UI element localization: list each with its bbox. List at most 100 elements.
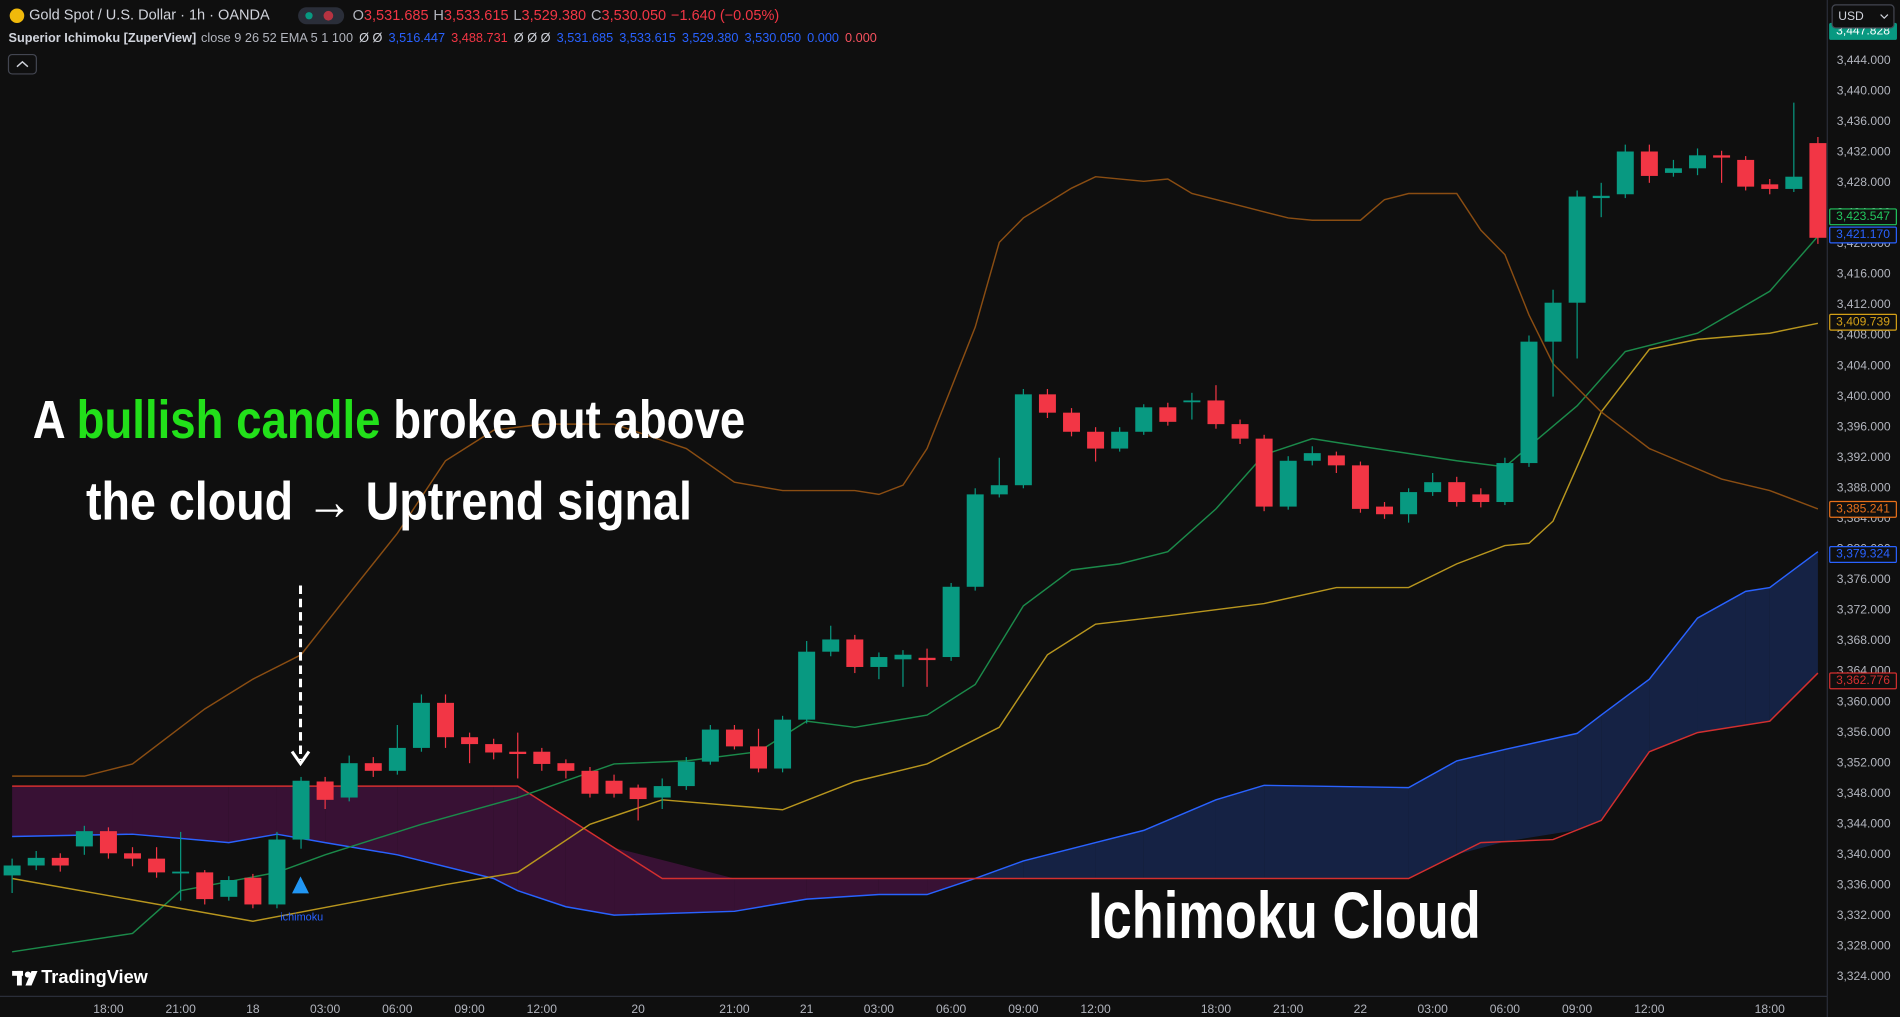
y-tick-label: 3,348.000 <box>1837 786 1891 800</box>
cloud-fill <box>1215 785 1265 879</box>
annotation-part: the cloud → Uptrend signal <box>86 473 692 532</box>
candle-body <box>1785 176 1803 189</box>
x-tick-label: 06:00 <box>936 1002 967 1016</box>
collapse-icon <box>16 60 29 68</box>
candle-body <box>774 719 792 769</box>
y-tick-label: 3,360.000 <box>1837 694 1891 708</box>
indicator-value: 3,530.050 <box>745 30 802 45</box>
candle-body <box>340 763 358 798</box>
status-pill[interactable] <box>298 7 345 25</box>
candle-body <box>1544 302 1562 342</box>
cloud-span-a <box>12 551 1819 916</box>
candle-body <box>1351 465 1369 509</box>
candle-body <box>1640 151 1658 176</box>
x-tick-label: 03:00 <box>1418 1002 1449 1016</box>
logo-mark <box>25 970 38 986</box>
cloud-fill <box>397 786 494 879</box>
candle-body <box>1592 195 1610 199</box>
indicator-params: close 9 26 52 EMA 5 1 100 <box>201 30 353 45</box>
cloud-fill <box>1601 679 1650 821</box>
arrow-head <box>290 750 311 767</box>
candle-body <box>75 831 93 847</box>
candle-body <box>1448 482 1466 503</box>
x-tick-label: 20 <box>631 1002 645 1016</box>
y-tick-label: 3,408.000 <box>1837 328 1891 342</box>
price-tag-label: 3,385.241 <box>1836 502 1890 516</box>
cloud-fill <box>1408 760 1457 879</box>
chevron <box>1880 14 1889 20</box>
annotation-part: A <box>33 391 77 450</box>
cloud-fill <box>614 847 735 916</box>
candle-body <box>533 751 551 764</box>
ohlc-value: 3,529.380 <box>521 8 586 24</box>
x-tick-label: 03:00 <box>310 1002 341 1016</box>
y-tick-label: 3,332.000 <box>1837 908 1891 922</box>
ohlc-value: 3,533.615 <box>444 8 509 24</box>
currency[interactable]: USD <box>1838 9 1864 23</box>
y-tick-label: 3,396.000 <box>1837 419 1891 433</box>
cloud-fill <box>1769 551 1818 722</box>
annotation-part: bullish candle <box>77 391 381 450</box>
indicator-value: Ø Ø Ø <box>514 30 551 45</box>
indicator-value: 3,516.447 <box>389 30 446 45</box>
cloud-fill <box>132 786 229 843</box>
annotation: the cloud → Uptrend signal <box>86 473 692 532</box>
candle-body <box>1376 506 1393 515</box>
ohlc-change: −1.640 (−0.05%) <box>671 8 779 24</box>
y-tick-label: 3,412.000 <box>1837 297 1891 311</box>
candle-body <box>1038 394 1056 413</box>
candle-body <box>1303 453 1321 461</box>
price-tag <box>1829 313 1897 331</box>
symbol-icon <box>9 8 25 24</box>
candle-body <box>918 657 936 661</box>
cloud-fill <box>1697 591 1746 733</box>
price-tag-label: 3,362.776 <box>1836 673 1890 687</box>
indicator-value: 3,488.731 <box>451 30 508 45</box>
signal-label: ichimoku <box>280 911 323 923</box>
y-tick-label: 3,400.000 <box>1837 389 1891 403</box>
candle-body <box>485 744 503 753</box>
candle-body <box>942 586 960 658</box>
annotation-part: Ichimoku Cloud <box>1088 880 1481 953</box>
candle-body <box>461 737 479 745</box>
cloud-span-b <box>12 672 1819 880</box>
currency-button[interactable] <box>1831 4 1895 29</box>
x-tick-label: 21:00 <box>1273 1002 1304 1016</box>
status-dot <box>305 12 313 20</box>
candle-body <box>1568 196 1586 303</box>
y-tick-label: 3,356.000 <box>1837 725 1891 739</box>
annotation: A bullish candle broke out above <box>33 391 746 450</box>
candle-body <box>1135 407 1153 432</box>
x-tick-label: 09:00 <box>1008 1002 1039 1016</box>
cloud-fill <box>1504 733 1578 842</box>
candle-body <box>990 485 1008 495</box>
cloud-fill <box>228 786 277 843</box>
y-tick-label: 3,376.000 <box>1837 572 1891 586</box>
candle-body <box>798 651 816 720</box>
candle-body <box>1231 424 1249 439</box>
candle-body <box>1255 438 1273 507</box>
cloud-fill <box>806 878 879 900</box>
candle-body <box>1159 407 1177 422</box>
candle-body <box>1496 463 1514 503</box>
ohlc-key: O <box>353 8 364 24</box>
candle-body <box>268 839 286 905</box>
candle-body <box>1327 455 1345 466</box>
ohlc-key: L <box>513 8 521 24</box>
ohlc-legend: O3,531.685 H3,533.615 L3,529.380 C3,530.050… <box>353 8 780 24</box>
x-tick-label: 09:00 <box>454 1002 485 1016</box>
candle-body <box>1713 155 1731 158</box>
candle-body <box>966 494 984 587</box>
candle-body <box>196 872 214 900</box>
signal-marker <box>292 876 309 894</box>
x-tick-label: 06:00 <box>382 1002 413 1016</box>
cloud-fill <box>12 786 133 837</box>
candle-body <box>1207 400 1225 425</box>
collapse-button[interactable] <box>7 53 37 75</box>
y-tick-label: 3,404.000 <box>1837 358 1891 372</box>
y-tick-label: 3,432.000 <box>1837 144 1891 158</box>
cloud-fill <box>1745 587 1770 725</box>
x-tick-label: 21:00 <box>166 1002 197 1016</box>
cloud-fill <box>1456 749 1505 855</box>
